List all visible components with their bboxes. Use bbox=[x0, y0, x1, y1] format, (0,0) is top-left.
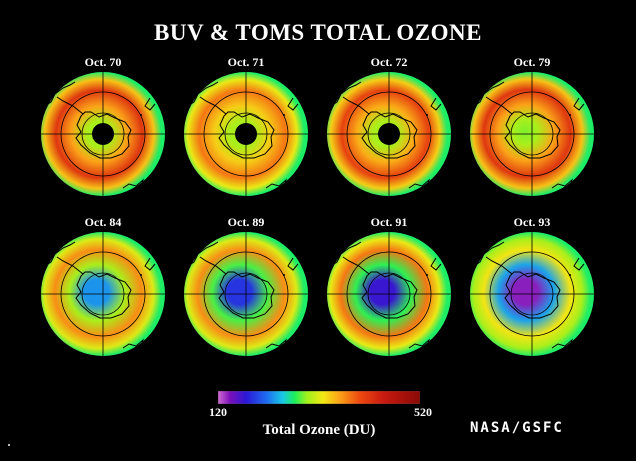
south-america-coastline bbox=[44, 241, 76, 267]
south-america-coastline bbox=[473, 81, 505, 107]
new-zealand-coastline bbox=[435, 175, 440, 181]
peninsula-coastline bbox=[199, 256, 227, 275]
colorbar bbox=[218, 391, 420, 404]
page-title: BUV & TOMS TOTAL OZONE bbox=[154, 20, 482, 45]
south-america-coastline bbox=[44, 81, 76, 107]
peninsula-coastline bbox=[199, 96, 227, 115]
new-zealand-coastline bbox=[578, 335, 583, 341]
africa-coastline bbox=[287, 97, 299, 111]
ozone-map-panel: Oct. 93 bbox=[462, 215, 602, 375]
new-zealand-coastline bbox=[149, 175, 154, 181]
colorbar-max-label: 520 bbox=[414, 405, 432, 419]
africa-coastline bbox=[573, 97, 585, 111]
polar-ozone-map bbox=[41, 72, 165, 196]
africa-coastline bbox=[144, 257, 156, 271]
new-zealand-coastline bbox=[578, 175, 583, 181]
africa-coastline bbox=[430, 257, 442, 271]
station-dot bbox=[283, 114, 285, 116]
colorbar-min-label: 120 bbox=[209, 405, 227, 419]
ozone-map-panel: Oct. 84 bbox=[33, 215, 173, 375]
antarctica-coastline bbox=[218, 271, 275, 319]
new-zealand-coastline bbox=[292, 335, 297, 341]
polar-ozone-map bbox=[470, 72, 594, 196]
station-dot bbox=[426, 114, 428, 116]
panel-label: Oct. 79 bbox=[513, 55, 551, 69]
no-data-mask bbox=[378, 123, 400, 145]
polar-ozone-map bbox=[470, 232, 594, 356]
peninsula-coastline bbox=[56, 96, 84, 115]
panel-label: Oct. 84 bbox=[84, 215, 122, 229]
antarctica-coastline bbox=[361, 111, 418, 159]
africa-coastline bbox=[287, 257, 299, 271]
south-america-coastline bbox=[187, 241, 219, 267]
panel-label: Oct. 91 bbox=[370, 215, 408, 229]
south-america-coastline bbox=[473, 241, 505, 267]
australia-coastline bbox=[265, 178, 288, 193]
ozone-map-panel: Oct. 70 bbox=[33, 55, 173, 215]
australia-coastline bbox=[408, 338, 431, 353]
africa-coastline bbox=[430, 97, 442, 111]
ozone-map-panel: Oct. 72 bbox=[319, 55, 459, 215]
australia-coastline bbox=[408, 178, 431, 193]
polar-ozone-map bbox=[184, 232, 308, 356]
antarctica-coastline bbox=[504, 271, 561, 319]
station-dot bbox=[283, 274, 285, 276]
polar-ozone-map bbox=[184, 72, 308, 196]
australia-coastline bbox=[122, 178, 145, 193]
station-dot bbox=[140, 114, 142, 116]
ozone-map-panel: Oct. 71 bbox=[176, 55, 316, 215]
south-america-coastline bbox=[330, 81, 362, 107]
peninsula-coastline bbox=[485, 256, 513, 275]
new-zealand-coastline bbox=[149, 335, 154, 341]
peninsula-coastline bbox=[56, 256, 84, 275]
peninsula-coastline bbox=[342, 256, 370, 275]
south-america-coastline bbox=[187, 81, 219, 107]
australia-coastline bbox=[551, 178, 574, 193]
no-data-mask bbox=[235, 123, 257, 145]
polar-ozone-map bbox=[327, 72, 451, 196]
station-dot bbox=[569, 114, 571, 116]
ozone-map-panel: Oct. 89 bbox=[176, 215, 316, 375]
station-dot bbox=[569, 274, 571, 276]
map-grid: Oct. 70 Oct. 71 Oct. 72 Oct. 79 Oct. 84 Oct. … bbox=[33, 55, 603, 375]
africa-coastline bbox=[144, 97, 156, 111]
no-data-mask bbox=[92, 123, 114, 145]
antarctica-coastline bbox=[75, 111, 132, 159]
credit-text: NASA/GSFC bbox=[470, 420, 564, 436]
corner-dot bbox=[8, 444, 10, 446]
station-dot bbox=[426, 274, 428, 276]
panel-label: Oct. 70 bbox=[84, 55, 122, 69]
antarctica-coastline bbox=[218, 111, 275, 159]
panel-label: Oct. 72 bbox=[370, 55, 408, 69]
antarctica-coastline bbox=[75, 271, 132, 319]
polar-ozone-map bbox=[41, 232, 165, 356]
australia-coastline bbox=[122, 338, 145, 353]
africa-coastline bbox=[573, 257, 585, 271]
ozone-map-panel: Oct. 91 bbox=[319, 215, 459, 375]
peninsula-coastline bbox=[342, 96, 370, 115]
australia-coastline bbox=[551, 338, 574, 353]
new-zealand-coastline bbox=[292, 175, 297, 181]
polar-ozone-map bbox=[327, 232, 451, 356]
antarctica-coastline bbox=[361, 271, 418, 319]
panel-label: Oct. 71 bbox=[227, 55, 265, 69]
station-dot bbox=[140, 274, 142, 276]
panel-label: Oct. 89 bbox=[227, 215, 265, 229]
ozone-map-panel: Oct. 79 bbox=[462, 55, 602, 215]
panel-label: Oct. 93 bbox=[513, 215, 551, 229]
australia-coastline bbox=[265, 338, 288, 353]
colorbar-title: Total Ozone (DU) bbox=[262, 422, 376, 438]
south-america-coastline bbox=[330, 241, 362, 267]
peninsula-coastline bbox=[485, 96, 513, 115]
antarctica-coastline bbox=[504, 111, 561, 159]
new-zealand-coastline bbox=[435, 335, 440, 341]
